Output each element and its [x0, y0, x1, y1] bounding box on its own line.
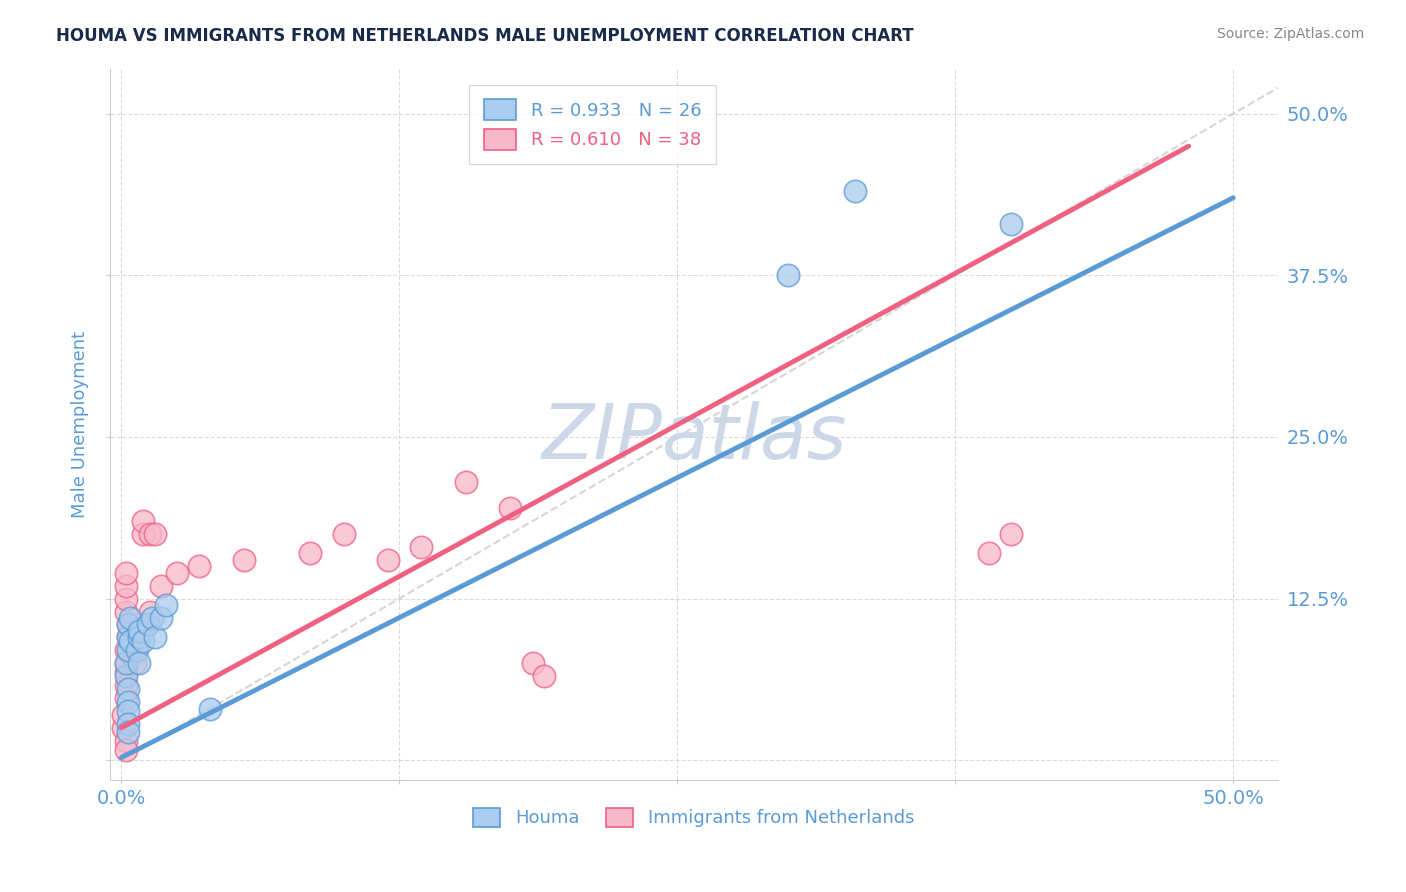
Point: [117, 617, 139, 632]
Point: [125, 640, 148, 654]
Point: [117, 724, 139, 739]
Point: [128, 626, 150, 640]
Point: [454, 475, 477, 490]
Point: [150, 579, 173, 593]
Point: [132, 527, 155, 541]
Point: [1000, 217, 1022, 231]
Point: [114, 743, 136, 757]
Point: [332, 527, 354, 541]
Point: [143, 527, 166, 541]
Point: [166, 566, 188, 580]
Point: [411, 540, 433, 554]
Point: [114, 734, 136, 748]
Point: [128, 631, 150, 645]
Point: [117, 643, 139, 657]
Point: [141, 611, 163, 625]
Point: [114, 657, 136, 671]
Point: [844, 185, 866, 199]
Text: HOUMA VS IMMIGRANTS FROM NETHERLANDS MALE UNEMPLOYMENT CORRELATION CHART: HOUMA VS IMMIGRANTS FROM NETHERLANDS MAL…: [56, 27, 914, 45]
Point: [522, 657, 544, 671]
Point: [120, 611, 142, 625]
Point: [232, 553, 254, 567]
Point: [139, 605, 162, 619]
Point: [117, 617, 139, 632]
Point: [132, 634, 155, 648]
Point: [120, 634, 142, 648]
Point: [114, 678, 136, 692]
Point: [114, 665, 136, 680]
Point: [1000, 527, 1022, 541]
Point: [117, 631, 139, 645]
Point: [155, 598, 177, 612]
Point: [499, 501, 522, 516]
Point: [117, 631, 139, 645]
Point: [188, 559, 211, 574]
Point: [117, 695, 139, 709]
Point: [778, 268, 800, 283]
Point: [114, 657, 136, 671]
Point: [112, 708, 135, 723]
Point: [143, 631, 166, 645]
Point: [117, 704, 139, 718]
Point: [136, 617, 159, 632]
Point: [114, 643, 136, 657]
Point: [114, 691, 136, 706]
Point: [114, 579, 136, 593]
Point: [377, 553, 399, 567]
Point: [114, 669, 136, 683]
Point: [124, 657, 146, 671]
Text: ZIPatlas: ZIPatlas: [541, 401, 846, 475]
Legend: Houma, Immigrants from Netherlands: Houma, Immigrants from Netherlands: [465, 801, 922, 835]
Point: [114, 605, 136, 619]
Point: [198, 701, 221, 715]
Point: [128, 657, 150, 671]
Point: [533, 669, 555, 683]
Point: [117, 682, 139, 697]
Text: Source: ZipAtlas.com: Source: ZipAtlas.com: [1216, 27, 1364, 41]
Y-axis label: Male Unemployment: Male Unemployment: [72, 331, 89, 517]
Point: [150, 611, 173, 625]
Point: [125, 643, 148, 657]
Point: [136, 617, 159, 632]
Point: [139, 527, 162, 541]
Point: [112, 721, 135, 735]
Point: [299, 546, 322, 560]
Point: [977, 546, 1000, 560]
Point: [128, 624, 150, 638]
Point: [117, 717, 139, 731]
Point: [114, 566, 136, 580]
Point: [114, 591, 136, 606]
Point: [132, 514, 155, 528]
